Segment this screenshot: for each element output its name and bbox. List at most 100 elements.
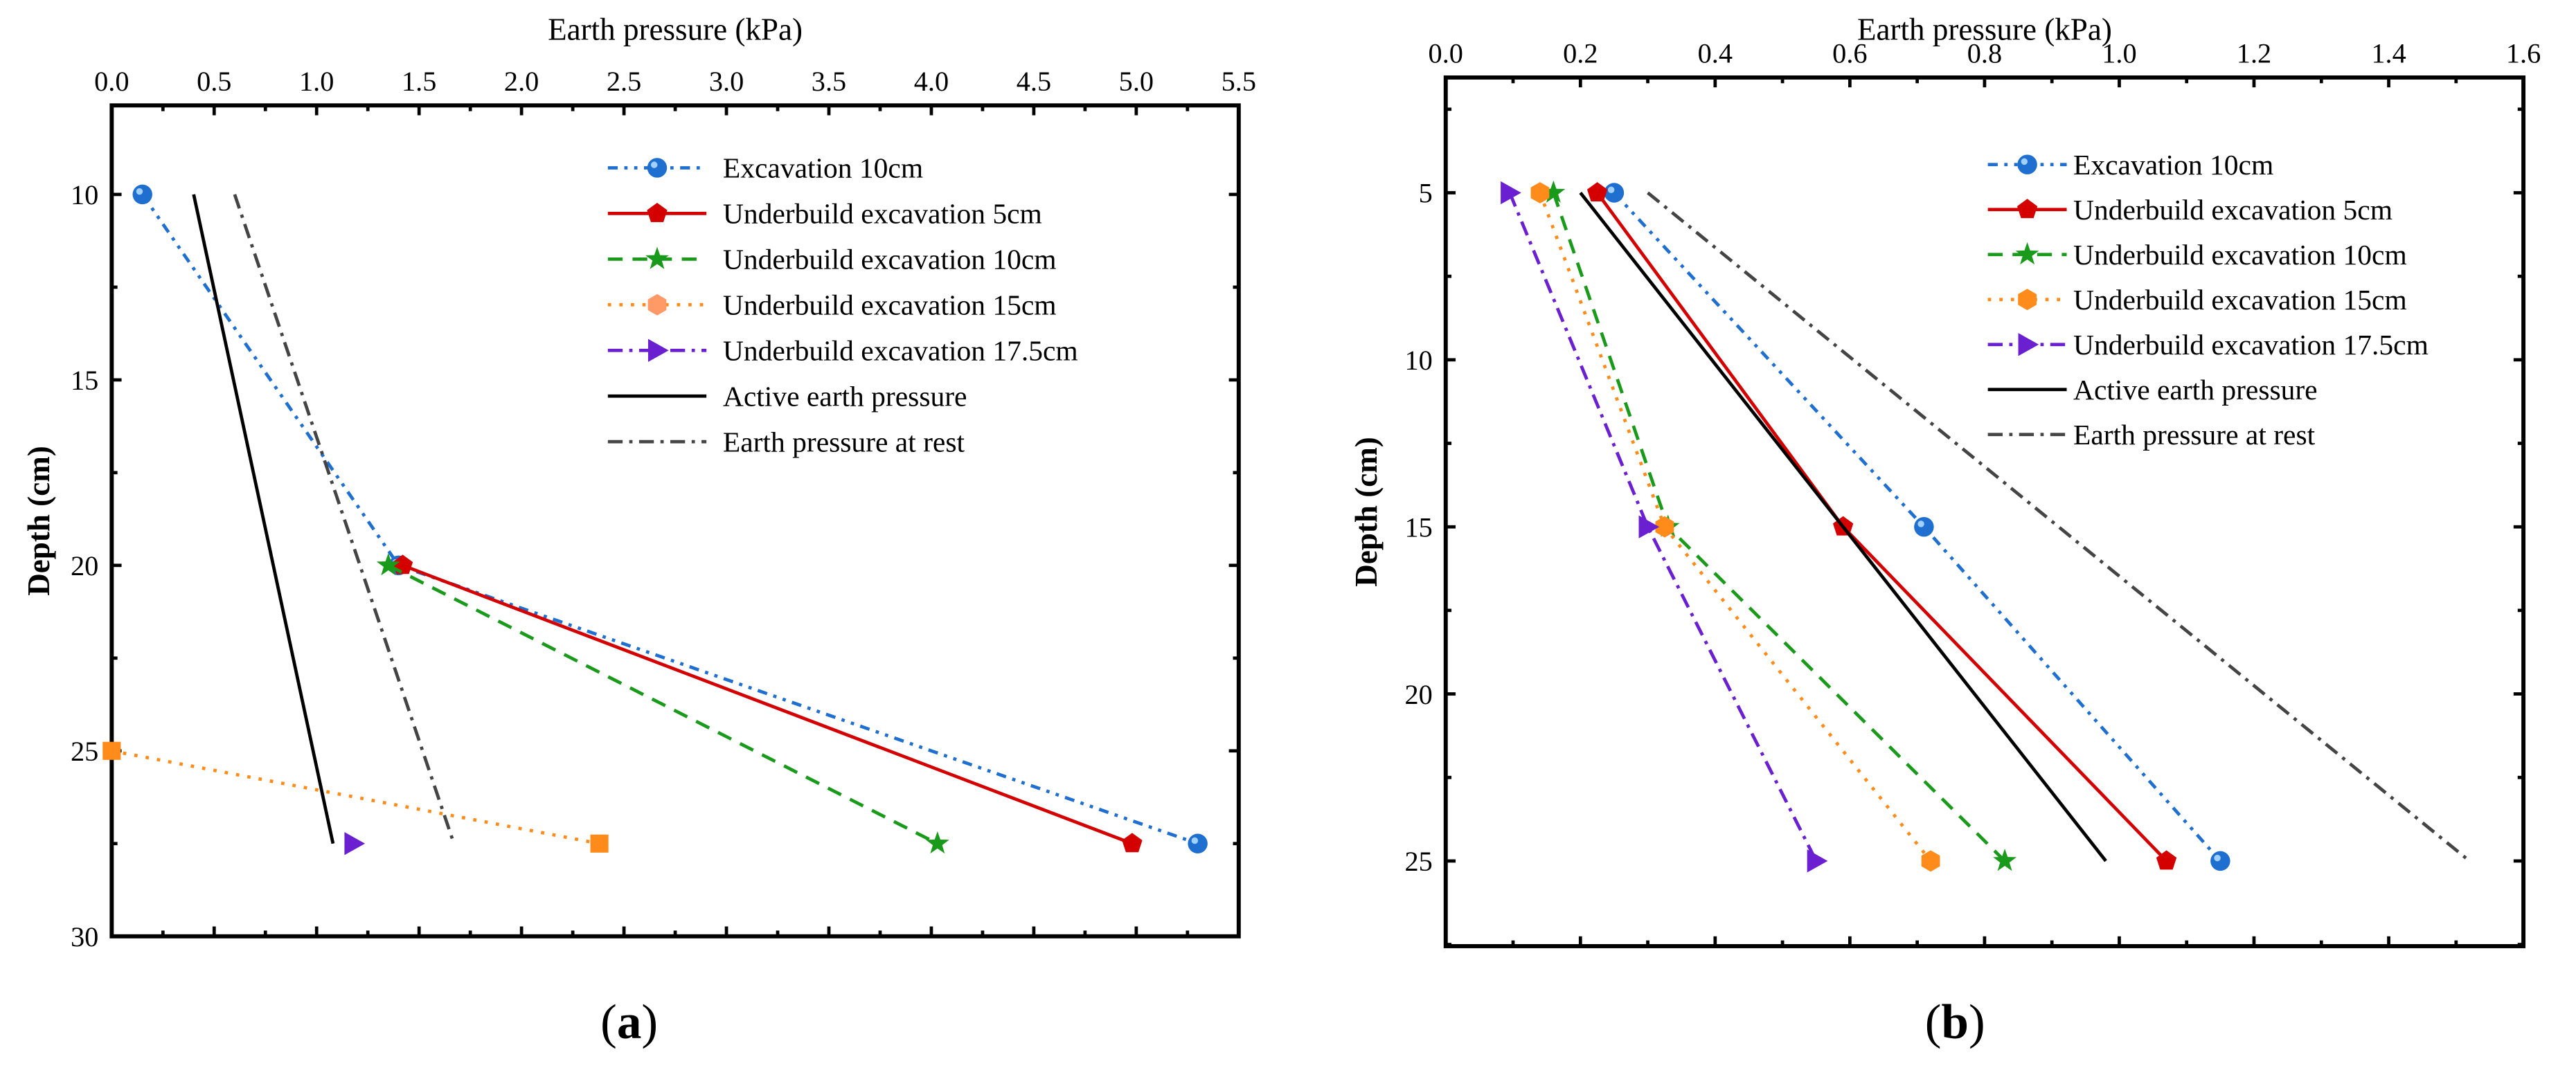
data-point <box>1993 849 2017 871</box>
legend-entry: Underbuild excavation 17.5cm <box>1987 329 2429 361</box>
legend-label: Active earth pressure <box>723 380 967 412</box>
legend-marker <box>2018 289 2037 311</box>
caption-paren: ( <box>600 995 617 1049</box>
legend-entry: Underbuild excavation 10cm <box>607 244 1057 275</box>
series-1 <box>392 554 1143 853</box>
x-tick-label: 4.0 <box>914 66 949 97</box>
legend-entry: Excavation 10cm <box>607 152 923 184</box>
chart-b: 0.0 0.2 0.4 0.6 0.8 1.0 1.2 1.4 1.6 5 10 15 20 25 Eart… <box>1349 12 2541 1049</box>
x-tick-label: 2.5 <box>607 66 641 97</box>
legend-marker <box>2016 199 2038 219</box>
series-0 <box>1604 183 2230 871</box>
panel-caption: (b) <box>1925 995 1985 1049</box>
x-tick-label: 2.0 <box>504 66 539 97</box>
x-tick-label: 3.0 <box>709 66 744 97</box>
data-point-highlight <box>1191 837 1199 844</box>
data-point-highlight <box>136 188 143 195</box>
plot-frame <box>109 103 1241 939</box>
legend-marker-highlight <box>2021 158 2028 165</box>
legend-label: Underbuild excavation 10cm <box>2073 239 2407 271</box>
legend-marker <box>2018 333 2039 356</box>
series-2 <box>1541 180 2017 871</box>
data-point-highlight <box>1607 186 1615 193</box>
legend-entry: Underbuild excavation 15cm <box>607 289 1057 321</box>
legend-entry: Underbuild excavation 17.5cm <box>607 334 1078 366</box>
data-point <box>132 184 152 205</box>
series-line <box>1647 191 2471 862</box>
y-tick-label: 5 <box>1419 178 1433 209</box>
x-tick-label: 1.0 <box>299 66 334 97</box>
legend-label: Excavation 10cm <box>723 152 923 184</box>
caption-letter: a <box>617 995 642 1049</box>
series-6 <box>1647 191 2471 862</box>
series-line <box>111 749 600 846</box>
legend-entry: Active earth pressure <box>1987 374 2318 406</box>
x-tick-label: 0.2 <box>1563 38 1598 69</box>
y-tick-label: 25 <box>1404 846 1432 877</box>
chart-a: 0.0 0.5 1.0 1.5 2.0 2.5 3.0 3.5 4.0 4.5 5.0 5.5 10 15… <box>21 12 1256 1049</box>
data-point-highlight <box>2214 854 2221 862</box>
legend-entry: Earth pressure at rest <box>1987 419 2316 451</box>
x-tick-label: 0.5 <box>197 66 231 97</box>
legend-entry: Underbuild excavation 5cm <box>1987 194 2392 226</box>
data-point <box>1638 515 1660 538</box>
y-tick-label: 25 <box>71 736 98 767</box>
x-tick-label: 5.5 <box>1222 66 1256 97</box>
data-point <box>1188 833 1208 854</box>
data-point-highlight <box>1917 521 1924 527</box>
y-tick-label: 20 <box>1404 679 1432 710</box>
caption-paren: ( <box>1925 995 1942 1049</box>
x-tick-label: 1.6 <box>2506 38 2541 69</box>
x-tick-label: 0.0 <box>94 66 129 97</box>
data-point <box>1530 182 1550 203</box>
data-point <box>344 832 366 856</box>
x-tick-label: 0.8 <box>1967 38 2002 69</box>
data-point <box>2210 851 2230 871</box>
legend-label: Active earth pressure <box>2073 374 2318 406</box>
data-point <box>590 834 609 853</box>
x-tick-label: 4.5 <box>1017 66 1051 97</box>
legend-label: Earth pressure at rest <box>723 426 965 458</box>
data-point <box>2156 850 2177 870</box>
series-3 <box>102 741 609 853</box>
series-4 <box>1501 181 1828 873</box>
x-axis-title: Earth pressure (kPa) <box>548 12 803 46</box>
y-tick-label: 15 <box>71 365 98 396</box>
legend-label: Underbuild excavation 5cm <box>723 198 1042 230</box>
panel-caption: (a) <box>600 995 658 1049</box>
data-point <box>1501 181 1521 205</box>
legend-label: Underbuild excavation 10cm <box>723 244 1057 275</box>
x-tick-label: 3.5 <box>812 66 846 97</box>
series-line <box>192 194 335 844</box>
legend-marker <box>2015 242 2039 265</box>
y-tick-label: 10 <box>71 179 98 210</box>
legend-marker <box>645 246 669 269</box>
legend-label: Underbuild excavation 15cm <box>2073 284 2407 316</box>
series-5 <box>1579 192 2107 862</box>
series-line <box>1579 192 2107 862</box>
data-point <box>102 741 121 760</box>
data-point <box>1914 516 1934 537</box>
series-line <box>387 563 938 845</box>
x-tick-label: 1.2 <box>2237 38 2271 69</box>
legend-label: Excavation 10cm <box>2073 149 2273 181</box>
x-tick-label: 0.0 <box>1429 38 1463 69</box>
series-line <box>1552 192 2006 862</box>
data-point <box>1541 180 1566 203</box>
x-tick-label: 1.4 <box>2371 38 2406 69</box>
legend-label: Underbuild excavation 5cm <box>2073 194 2392 226</box>
legend-label: Underbuild excavation 15cm <box>723 289 1057 321</box>
legend-label: Underbuild excavation 17.5cm <box>2073 329 2429 361</box>
legend-entry: Underbuild excavation 5cm <box>607 198 1042 230</box>
y-tick-label: 20 <box>71 550 98 581</box>
legend-marker <box>647 293 667 316</box>
legend-entry: Excavation 10cm <box>1987 149 2273 181</box>
legend-label: Underbuild excavation 17.5cm <box>723 334 1078 366</box>
legend-marker <box>647 158 668 178</box>
data-point <box>1807 849 1828 873</box>
x-axis-title: Earth pressure (kPa) <box>1857 12 2112 46</box>
series-6 <box>233 194 456 844</box>
x-tick-label: 5.0 <box>1119 66 1154 97</box>
x-tick-label: 0.4 <box>1698 38 1733 69</box>
